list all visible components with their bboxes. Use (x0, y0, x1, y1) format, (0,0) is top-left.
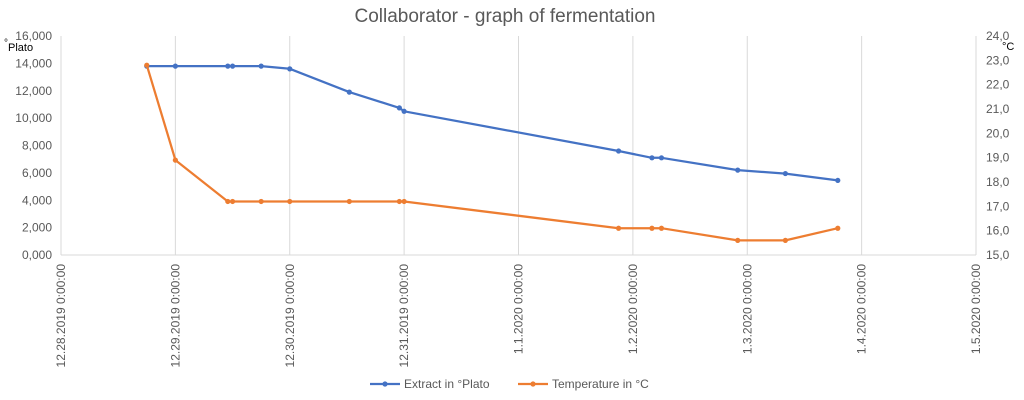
y-left-tick-label: 8,000 (22, 139, 52, 153)
x-tick-label: 12.31.2019 0:00:00 (397, 264, 411, 368)
data-point (401, 198, 407, 205)
data-point (649, 155, 655, 161)
x-tick-label: 1.5.2020 0:00:00 (969, 264, 983, 354)
x-tick-label: 1.2.2020 0:00:00 (626, 264, 640, 354)
data-point (658, 155, 665, 161)
legend-label: Temperature in °C (552, 377, 649, 391)
y-right-tick-label: 18,0 (986, 175, 1010, 189)
series-0 (144, 63, 841, 184)
chart-title: Collaborator - graph of fermentation (355, 6, 656, 27)
y-left-axis: 0,000 2,000 4,000 6,000 8,000 10,000 12,000 14,… (15, 29, 52, 262)
data-point (735, 167, 741, 173)
y-left-tick-label: 14,000 (15, 56, 52, 70)
data-point (229, 63, 236, 69)
data-point (287, 66, 293, 72)
data-point (782, 170, 788, 177)
data-point (172, 63, 178, 69)
y-right-axis: 15,0 16,0 17,0 18,0 19,0 20,0 21,0 22,0 23,0 24,0 (986, 29, 1010, 262)
data-point (225, 63, 231, 69)
x-tick-label: 1.1.2020 0:00:00 (512, 264, 526, 354)
data-point (735, 237, 741, 243)
x-tick-label: 1.4.2020 0:00:00 (855, 264, 869, 354)
data-point (346, 89, 352, 95)
data-point (144, 62, 150, 68)
data-point (782, 237, 788, 243)
grid-lines (60, 36, 977, 255)
y-left-tick-label: 4,000 (22, 193, 52, 207)
data-point (615, 148, 622, 154)
series-lines (144, 62, 841, 243)
data-point (258, 198, 264, 205)
y-right-tick-label: 22,0 (986, 78, 1010, 92)
data-point (835, 177, 841, 184)
y-right-tick-label: 23,0 (986, 53, 1010, 67)
x-axis: 12.28.2019 0:00:00 12.29.2019 0:00:00 12.3… (54, 264, 983, 368)
legend-label: Extract in °Plato (404, 377, 490, 391)
legend-marker (382, 381, 388, 387)
y-right-tick-label: 21,0 (986, 102, 1010, 116)
y-right-tick-label: 17,0 (986, 199, 1010, 213)
data-point (835, 225, 841, 231)
x-tick-label: 12.30.2019 0:00:00 (283, 264, 297, 368)
data-point (615, 225, 622, 231)
data-point (225, 198, 231, 205)
y-right-tick-label: 15,0 (986, 248, 1010, 262)
x-tick-label: 12.29.2019 0:00:00 (168, 264, 182, 368)
data-point (346, 198, 352, 205)
y-left-tick-label: 2,000 (22, 221, 52, 235)
y-right-tick-label: 16,0 (986, 224, 1010, 238)
data-point (401, 108, 407, 114)
data-point (229, 198, 236, 205)
y-left-tick-label: 0,000 (22, 248, 52, 262)
y-left-tick-label: 10,000 (15, 111, 52, 125)
data-point (396, 198, 402, 205)
data-point (658, 225, 665, 231)
data-point (258, 63, 264, 69)
data-point (172, 157, 178, 163)
y-left-tick-label: 12,000 (15, 84, 52, 98)
y-right-tick-label: 20,0 (986, 126, 1010, 140)
y-right-tick-label: 24,0 (986, 29, 1010, 43)
series-line (145, 64, 839, 242)
series-1 (144, 62, 841, 243)
y-left-unit-label: °Plato (4, 38, 33, 54)
y-left-tick-label: 6,000 (22, 166, 52, 180)
data-point (649, 225, 655, 231)
x-tick-label: 1.3.2020 0:00:00 (740, 264, 754, 354)
data-point (396, 105, 402, 111)
data-point (287, 198, 293, 205)
series-line (146, 64, 838, 182)
y-right-unit-label: °C (1002, 41, 1014, 53)
y-left-tick-label: 16,000 (15, 29, 52, 43)
y-right-tick-label: 19,0 (986, 151, 1010, 165)
legend: Extract in °Plato Temperature in °C (370, 377, 649, 391)
y-left-unit-text: Plato (8, 42, 33, 54)
legend-marker (530, 381, 536, 387)
x-tick-label: 12.28.2019 0:00:00 (54, 264, 68, 368)
